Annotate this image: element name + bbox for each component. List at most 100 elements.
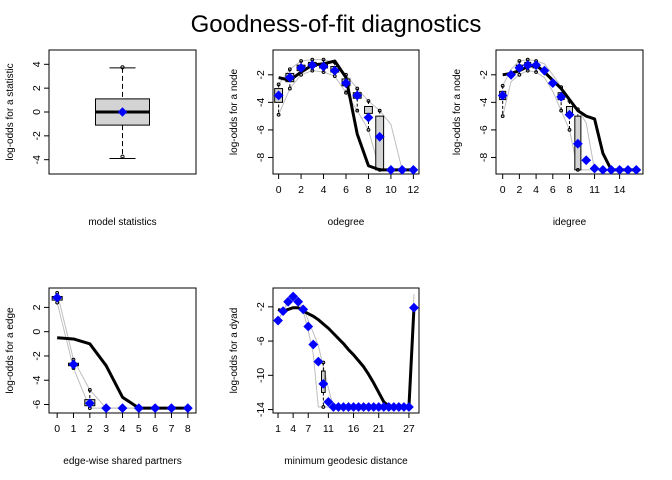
observed-point [273,315,283,326]
panel-idegree: -2 -4 -6 -8 0 2 4 6 8 11 14 idegree log-odds for a n… [452,49,644,228]
range-lower-line [56,302,188,409]
observed-point [298,304,309,315]
x-axis-label: edge-wise shared partners [63,456,181,467]
observed-point [522,60,533,71]
x-tick-label: 6 [152,423,158,435]
observed-point [514,63,525,73]
observed-point [581,155,592,166]
x-axis-label: minimum geodesic distance [284,456,408,467]
observed-point [409,302,419,313]
y-tick-label: -6 [478,125,490,134]
observed-point [117,403,128,414]
x-tick-label: 4 [321,184,327,196]
observed-point [323,396,334,407]
panel-minimum-geodesic-distance: -2 -6 -10 -14 1 4 7 11 16 21 27 minimum geodesic di… [229,287,420,467]
x-tick-label: 0 [500,184,506,196]
y-tick-label: -10 [255,368,267,383]
x-tick-label: 5 [136,423,142,435]
x-tick-label: 8 [567,184,573,196]
range-upper-line [277,293,415,408]
outlier-point [377,108,382,113]
outlier-point [287,86,292,91]
x-axis-label: model statistics [88,217,156,228]
outlier-point [534,70,538,74]
outlier-point [355,108,360,113]
observed-point [614,164,625,175]
outlier-point [321,405,326,409]
observed-point [408,164,419,175]
observed-point [598,164,608,175]
y-tick-label: 0 [31,109,43,115]
simulated-mean-line [57,336,188,410]
x-tick-label: 1 [71,423,77,435]
observed-point [182,403,193,414]
observed-point [539,65,550,76]
observed-point [404,402,414,412]
x-tick-label: 2 [516,184,522,196]
plot-frame [272,49,420,175]
y-axis-label: log-odds for a dyad [229,308,240,394]
x-tick-label: 6 [343,184,349,196]
observed-point [318,378,329,389]
x-tick-label: 4 [120,423,126,435]
observed-point [117,107,128,117]
y-tick-label: 0 [31,329,43,335]
outlier-point [517,59,522,63]
observed-point [352,90,363,101]
x-tick-label: 7 [169,423,175,435]
observed-point [386,164,396,175]
x-tick-label: 2 [298,184,304,196]
outlier-point [344,90,348,95]
outlier-point [500,83,505,88]
observed-point [329,65,340,76]
observed-point [547,78,558,88]
figure-title: Goodness-of-fit diagnostics [191,11,482,38]
observed-point [293,296,304,307]
observed-point [52,292,63,303]
outlier-point [87,388,92,392]
y-tick-label: -2 [478,70,490,79]
x-tick-label: 16 [348,423,360,435]
y-tick-label: -2 [255,70,267,79]
observed-point [284,72,295,83]
observed-point [564,109,575,120]
x-tick-label: 14 [614,184,626,196]
outlier-point [299,59,303,63]
observed-point [397,164,408,175]
x-tick-label: 2 [87,423,93,435]
x-tick-label: 11 [589,184,600,196]
observed-point [283,296,294,307]
observed-point [278,306,288,317]
observed-point [68,359,79,370]
y-tick-label: 2 [31,304,43,310]
observed-point [101,403,112,414]
y-tick-label: -8 [255,153,267,162]
x-tick-label: 10 [385,184,397,196]
plot-frame [272,287,420,414]
observed-point [288,291,299,302]
x-axis-label: idegree [553,217,587,228]
observed-point [531,60,541,71]
x-tick-label: 4 [290,423,296,435]
x-tick-label: 11 [323,423,334,435]
x-tick-label: 3 [103,423,109,435]
outlier-point [120,65,125,70]
panel-odegree: -2 -4 -6 -8 0 2 4 6 8 10 12 odegree log-odds for a n… [229,49,420,228]
sim-box [364,105,373,114]
y-tick-label: -6 [255,336,267,345]
range-lower-line [502,70,637,171]
observed-point [363,112,374,123]
y-axis-label: log-odds for a statistic [5,63,16,160]
y-tick-label: 2 [31,85,43,91]
x-tick-label: 12 [408,184,420,196]
outlier-point [517,72,522,77]
y-tick-label: -4 [31,155,43,164]
outlier-point [366,128,371,132]
y-axis-label: log-odds for a node [229,68,240,155]
x-tick-label: 4 [533,184,539,196]
outlier-point [276,82,281,87]
y-tick-label: -14 [255,402,267,417]
x-tick-label: 0 [276,184,282,196]
x-tick-label: 27 [403,423,415,435]
